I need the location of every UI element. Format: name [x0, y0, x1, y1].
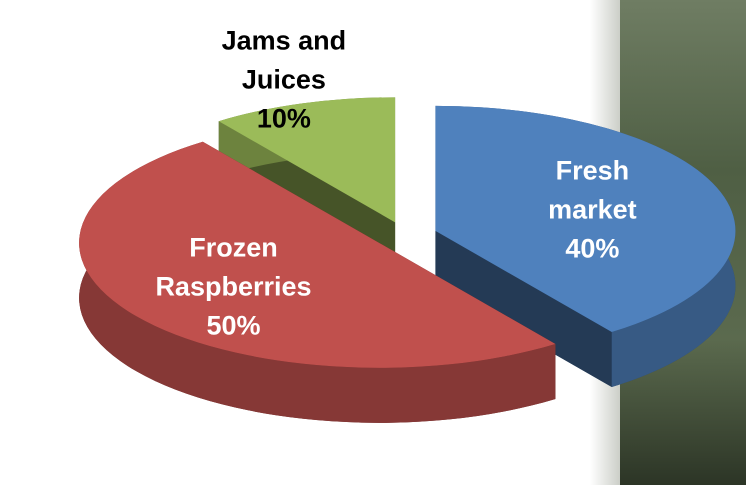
slice-label: Frozen Raspberries 50%	[118, 228, 348, 345]
pie-slice	[435, 105, 736, 333]
slice-label: Jams and Juices 10%	[199, 21, 369, 138]
category-label: Fresh market	[548, 154, 637, 225]
category-label: Frozen Raspberries	[155, 232, 312, 302]
value-label: 50%	[206, 310, 261, 341]
slice-label: Fresh market 40%	[522, 151, 662, 268]
pie	[79, 97, 736, 423]
pie-slice	[218, 97, 396, 223]
slice-side	[79, 141, 556, 423]
value-label: 40%	[565, 233, 620, 264]
category-label: Jams and Juices	[221, 24, 347, 95]
value-label: 10%	[256, 103, 311, 134]
slice-wall	[435, 230, 612, 388]
pie-slice	[79, 141, 556, 368]
